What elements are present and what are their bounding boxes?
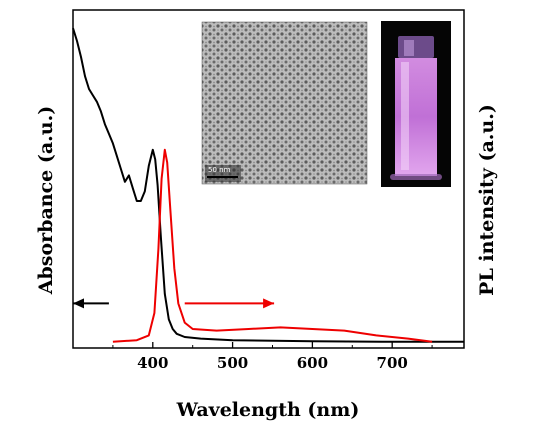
scale-bar-label: 50 nm xyxy=(208,166,231,174)
cuvette-cap xyxy=(398,36,434,58)
tem-image xyxy=(201,21,368,185)
arrow-right-icon xyxy=(263,298,275,309)
arrow-layer xyxy=(73,298,275,309)
pl-intensity-line xyxy=(112,148,433,343)
x-axis-title: Wavelength (nm) xyxy=(176,399,360,421)
cuvette-cap-highlight xyxy=(404,40,414,56)
arrow-left-icon xyxy=(73,298,84,309)
y-axis-title-right: PL intensity (a.u.) xyxy=(476,104,498,296)
cuvette-photo-inset xyxy=(381,21,451,187)
x-tick-label: 500 xyxy=(217,354,248,372)
x-tick-label: 400 xyxy=(137,354,168,372)
cuvette-body-highlight xyxy=(401,62,409,170)
y-axis-title-left: Absorbance (a.u.) xyxy=(35,106,57,295)
plot-frame xyxy=(72,9,465,349)
cuvette-base-glow xyxy=(390,174,442,180)
series-layer xyxy=(72,27,464,343)
x-tick-label: 600 xyxy=(297,354,328,372)
x-axis-ticks: 400 500 600 700 xyxy=(112,342,433,372)
absorbance-line xyxy=(72,27,464,343)
tem-image-inset: 50 nm xyxy=(201,21,368,185)
x-tick-label: 700 xyxy=(377,354,408,372)
